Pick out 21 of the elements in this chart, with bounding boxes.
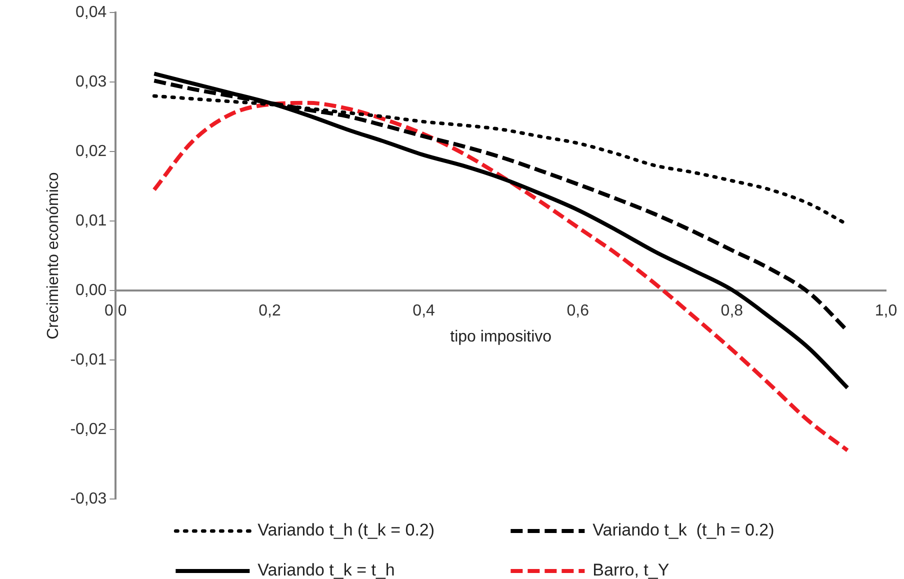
y-tick-label: 0,04 xyxy=(76,4,107,22)
legend-label: Barro, t_Y xyxy=(592,560,670,579)
legend-label: Variando t_k (t_h = 0.2) xyxy=(592,520,774,540)
x-tick-label: 1,0 xyxy=(874,302,898,320)
y-axis-title: Crecimiento económico xyxy=(45,172,62,340)
x-axis-title: tipo impositivo xyxy=(450,328,552,346)
line-series xyxy=(152,100,850,452)
y-tick-label: -0,01 xyxy=(70,351,107,368)
y-tick-label: -0,03 xyxy=(70,490,107,508)
y-tick-label: 0,03 xyxy=(76,73,107,90)
line-series xyxy=(152,72,850,390)
legend-label: Variando t_h (t_k = 0.2) xyxy=(258,520,435,540)
x-tick-label: 0,2 xyxy=(258,302,281,320)
legend-label: Variando t_k = t_h xyxy=(258,560,395,579)
x-tick-label: 0,6 xyxy=(566,302,590,320)
y-tick-label: 0,01 xyxy=(76,212,107,230)
x-tick-label: 0,4 xyxy=(412,302,436,320)
y-tick-label: 0,00 xyxy=(76,282,107,299)
y-tick-label: -0,02 xyxy=(70,420,107,438)
x-tick-label: 0,8 xyxy=(720,302,744,320)
y-tick-label: 0,02 xyxy=(76,142,107,160)
